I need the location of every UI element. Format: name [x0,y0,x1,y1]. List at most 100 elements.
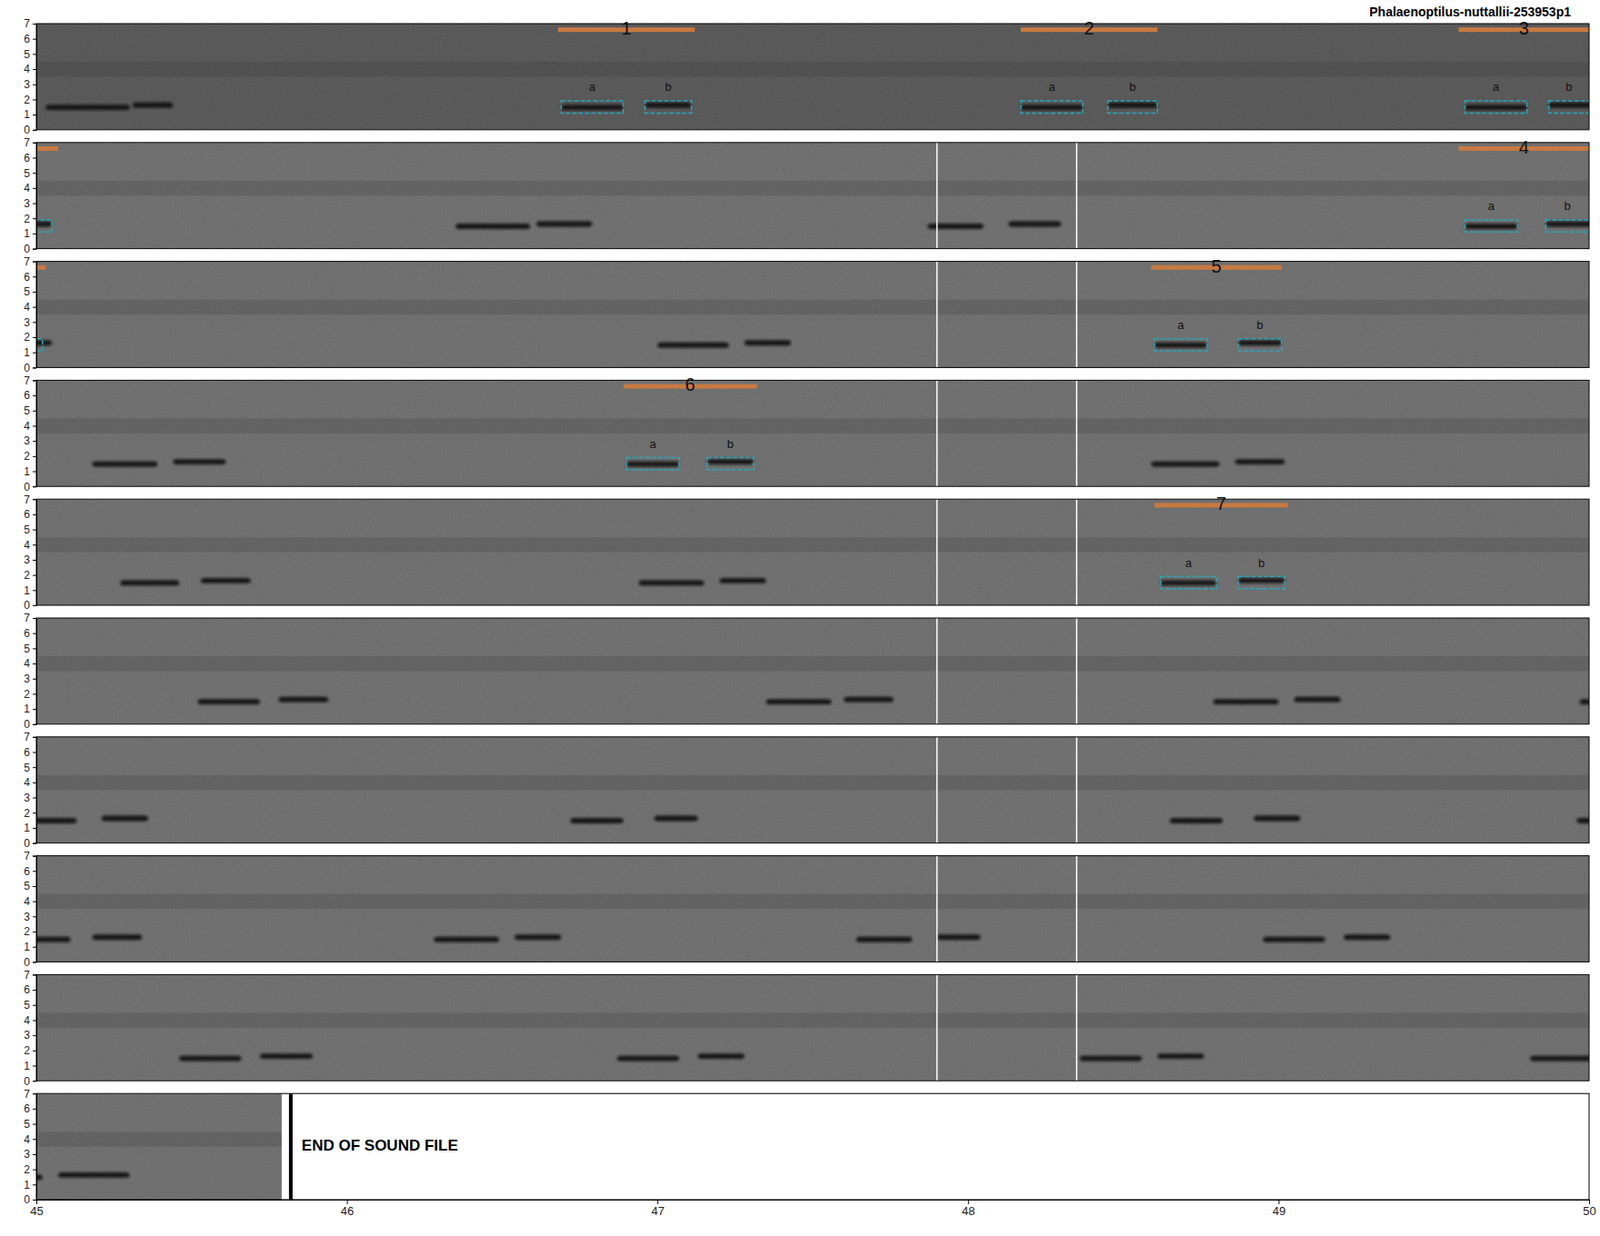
spectrogram-noise [36,737,1590,844]
y-tick-label: 4 [23,657,30,670]
y-tick-label: 2 [23,1044,30,1058]
call-note [645,102,692,109]
y-tick-mark [32,1154,37,1156]
y-tick: 6 [23,865,37,879]
noise-band [36,894,1590,910]
y-tick: 0 [23,361,37,375]
y-tick: 4 [23,1014,37,1028]
y-tick-label: 2 [23,93,30,107]
y-axis: 01234567 [23,969,37,1089]
y-tick: 4 [23,539,37,552]
y-tick-mark [32,618,37,620]
y-tick: 7 [23,374,37,388]
spectrogram-background [36,737,1590,844]
y-tick: 1 [23,702,37,716]
spectrogram-background [36,1093,1590,1200]
call-note [639,580,705,586]
marker-line [936,618,939,725]
call-note [1235,459,1286,465]
call-note [766,699,832,705]
y-tick-label: 1 [23,346,30,360]
y-tick: 0 [23,599,37,612]
note-box [1238,576,1285,589]
annotation-label: 3 [1519,18,1530,39]
x-tick: 45 [30,1200,43,1219]
y-tick-label: 5 [23,880,30,893]
y-tick-label: 5 [23,999,30,1012]
y-tick-label: 0 [23,837,30,850]
y-tick-label: 4 [23,62,30,76]
y-tick: 5 [23,404,37,418]
x-tick: 48 [961,1200,975,1219]
y-tick: 7 [23,730,37,744]
call-note [744,340,791,346]
y-tick-mark [32,367,37,369]
marker-line [936,974,939,1081]
call-note [1213,699,1280,705]
y-axis-line [32,261,38,369]
y-tick: 5 [23,48,37,61]
annotation-label: 2 [1083,18,1094,39]
y-tick-label: 7 [23,136,30,150]
y-tick-label: 3 [23,1029,30,1042]
y-tick-label: 0 [23,1075,30,1089]
y-tick: 0 [23,242,37,256]
y-tick-label: 4 [23,1133,30,1147]
row: 01234567 [23,850,1590,970]
y-tick: 5 [23,523,37,537]
y-tick-label: 7 [23,611,30,625]
y-tick-label: 2 [23,450,30,463]
y-axis: 01234567 [23,255,37,375]
y-tick-label: 4 [23,181,30,195]
row-frame [36,499,1590,606]
y-tick: 2 [23,807,37,820]
y-tick-mark [32,961,37,963]
y-axis: 01234567 [23,1088,37,1208]
y-tick-mark [32,1066,37,1068]
y-tick-label: 1 [23,227,30,240]
y-tick: 6 [23,389,37,402]
y-tick-label: 1 [23,1179,30,1192]
noise-band [36,537,1590,552]
y-tick-label: 6 [23,1102,30,1116]
y-tick-mark [32,188,37,190]
marker-line [936,380,939,487]
y-tick-mark [32,901,37,903]
y-tick: 4 [23,420,37,433]
x-tick-label: 46 [340,1204,354,1219]
call-note [36,221,52,228]
y-tick-label: 5 [23,167,30,180]
y-tick: 3 [23,791,37,805]
marker-line [936,856,939,963]
call-note [1576,818,1590,824]
y-tick-label: 3 [23,197,30,210]
call-note [1154,342,1208,349]
x-tick-label: 45 [30,1204,43,1219]
spectrogram-background [36,23,1590,130]
y-tick-mark [32,172,37,174]
call-note [570,818,624,824]
y-tick-mark [32,1184,37,1186]
y-tick: 2 [23,925,37,939]
y-tick: 3 [23,672,37,686]
note-box [1154,339,1208,351]
note-label: b [727,437,734,451]
y-tick-label: 6 [23,627,30,640]
call-note [91,461,158,468]
y-tick-mark [32,870,37,872]
call-note [856,937,912,943]
call-note [1343,934,1390,940]
note-label: a [1185,556,1193,570]
call-note [560,104,623,110]
note-box [1020,100,1083,113]
y-tick: 3 [23,1029,37,1042]
x-tick-label: 47 [650,1204,664,1219]
y-tick: 2 [23,688,37,701]
y-tick-label: 4 [23,300,30,314]
y-tick-mark [32,456,37,458]
y-tick-label: 6 [23,151,30,165]
y-axis-line [32,24,38,131]
annotation-label: 4 [1519,137,1530,158]
y-tick: 7 [23,17,37,30]
y-tick: 4 [23,1133,37,1147]
